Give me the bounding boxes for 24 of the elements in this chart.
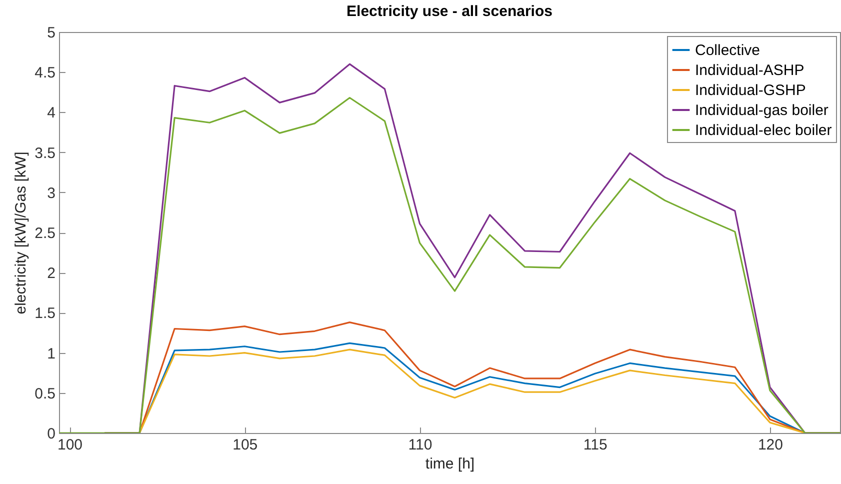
- legend-label: Individual-gas boiler: [695, 102, 828, 119]
- legend-label: Individual-ASHP: [695, 62, 804, 79]
- y-tick-label: 2: [47, 265, 56, 282]
- legend-label: Collective: [695, 42, 760, 59]
- x-tick-label: 120: [758, 436, 783, 454]
- y-tick-label: 1: [47, 345, 56, 362]
- y-tick-label: 1.5: [34, 305, 56, 322]
- x-tick-label: 105: [232, 436, 258, 454]
- y-axis-title: electricity [kW]/Gas [kW]: [12, 152, 30, 314]
- x-axis-title: time [h]: [425, 456, 475, 472]
- x-tick-label: 100: [57, 436, 83, 454]
- y-tick-label: 3.5: [34, 144, 56, 162]
- y-tick-label: 2.5: [34, 225, 56, 242]
- y-tick-label: 4.5: [34, 64, 56, 82]
- y-tick-label: 0: [47, 426, 56, 442]
- chart-title: Electricity use - all scenarios: [346, 3, 552, 20]
- y-tick-label: 5: [47, 24, 56, 42]
- y-tick-label: 0.5: [34, 385, 56, 402]
- y-tick-label: 3: [47, 184, 56, 202]
- legend-label: Individual-GSHP: [695, 82, 806, 99]
- x-tick-label: 110: [408, 436, 432, 454]
- legend-label: Individual-elec boiler: [695, 122, 832, 139]
- y-tick-label: 4: [47, 104, 56, 122]
- x-tick-label: 115: [583, 436, 608, 454]
